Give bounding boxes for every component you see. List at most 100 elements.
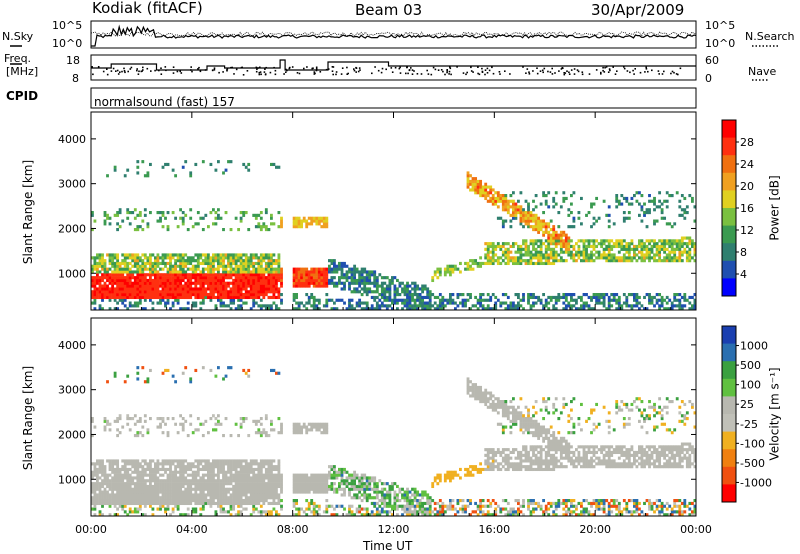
power-cell bbox=[539, 219, 543, 223]
velocity-cell bbox=[181, 473, 185, 477]
power-cell bbox=[428, 304, 432, 308]
nave-point bbox=[450, 73, 452, 76]
power-cell bbox=[171, 270, 175, 274]
power-cell bbox=[544, 244, 548, 249]
power-cell bbox=[189, 208, 193, 212]
power-cell bbox=[595, 295, 599, 300]
power-cell bbox=[98, 307, 102, 311]
power-cell bbox=[174, 293, 178, 297]
power-cell bbox=[169, 256, 172, 260]
power-cell bbox=[655, 253, 659, 257]
velocity-cell bbox=[328, 470, 331, 474]
power-cell bbox=[184, 284, 188, 288]
nave-point bbox=[604, 66, 606, 69]
velocity-cell bbox=[217, 499, 220, 503]
power-cell bbox=[365, 276, 369, 280]
power-cell bbox=[312, 216, 316, 220]
power-cell bbox=[373, 298, 377, 302]
velocity-cell bbox=[161, 501, 165, 506]
velocity-cell bbox=[207, 484, 210, 489]
power-cell bbox=[529, 259, 533, 263]
power-cell bbox=[494, 196, 498, 201]
power-cell bbox=[388, 284, 392, 288]
power-cell bbox=[244, 211, 248, 215]
power-cell bbox=[496, 199, 500, 203]
velocity-cell bbox=[123, 499, 127, 503]
velocity-cell bbox=[297, 513, 301, 517]
velocity-cell bbox=[252, 510, 256, 514]
velocity-cell bbox=[194, 428, 198, 432]
power-cell bbox=[527, 298, 530, 302]
power-cell bbox=[406, 307, 409, 311]
power-cell bbox=[108, 253, 112, 257]
power-cell bbox=[481, 194, 485, 198]
power-cell bbox=[552, 256, 556, 260]
power-cell bbox=[615, 307, 619, 311]
power-cell bbox=[133, 261, 137, 266]
power-cell bbox=[564, 307, 568, 311]
power-cell bbox=[264, 211, 268, 215]
velocity-cell bbox=[217, 476, 220, 480]
power-cell bbox=[143, 284, 147, 288]
power-cell bbox=[209, 298, 213, 302]
velocity-cell bbox=[161, 493, 165, 497]
power-cell bbox=[217, 295, 220, 300]
power-cell bbox=[476, 264, 480, 268]
power-cell bbox=[209, 211, 213, 215]
power-cell bbox=[617, 307, 621, 311]
power-cell bbox=[254, 225, 258, 229]
power-cell bbox=[212, 276, 215, 280]
velocity-cell bbox=[141, 434, 145, 438]
power-cell bbox=[270, 276, 273, 280]
power-cell bbox=[131, 287, 135, 291]
power-cell bbox=[217, 293, 220, 297]
power-cell bbox=[300, 219, 304, 223]
power-cell bbox=[126, 290, 130, 294]
power-cell bbox=[128, 273, 132, 277]
power-cell bbox=[678, 239, 682, 243]
power-cell bbox=[547, 261, 551, 266]
power-cell bbox=[605, 259, 609, 263]
power-cell bbox=[370, 270, 374, 274]
power-cell bbox=[262, 267, 266, 271]
power-cell bbox=[501, 219, 505, 223]
velocity-cell bbox=[199, 513, 203, 517]
power-cell bbox=[307, 301, 311, 305]
velocity-cell bbox=[156, 462, 160, 466]
power-cell bbox=[512, 261, 515, 266]
power-cell bbox=[176, 281, 180, 285]
power-cell bbox=[239, 290, 243, 294]
velocity-cell bbox=[264, 434, 268, 438]
power-cell bbox=[242, 264, 246, 268]
power-cell bbox=[552, 307, 556, 311]
freq-trace bbox=[91, 59, 696, 76]
power-cell bbox=[396, 293, 399, 297]
power-cell bbox=[254, 301, 258, 305]
power-cell bbox=[491, 256, 495, 260]
velocity-cell bbox=[252, 499, 256, 503]
power-cell bbox=[295, 307, 299, 311]
power-cell bbox=[575, 298, 578, 302]
velocity-cell bbox=[217, 465, 220, 469]
power-cell bbox=[156, 259, 160, 263]
power-cell bbox=[174, 284, 178, 288]
velocity-cell bbox=[214, 417, 218, 421]
velocity-cell bbox=[264, 473, 268, 477]
velocity-cell bbox=[199, 507, 203, 511]
power-cell bbox=[370, 304, 374, 308]
power-cell bbox=[454, 267, 457, 271]
power-cell bbox=[542, 304, 546, 308]
power-cell bbox=[121, 219, 125, 223]
power-cell bbox=[219, 256, 223, 260]
power-cell bbox=[512, 256, 515, 260]
power-cell bbox=[133, 259, 137, 263]
velocity-cell bbox=[272, 507, 276, 511]
power-cell bbox=[169, 267, 172, 271]
velocity-cell bbox=[189, 462, 193, 466]
velocity-cell bbox=[292, 482, 296, 486]
cpid-value: normalsound (fast) 157 bbox=[94, 95, 235, 109]
velocity-cell bbox=[91, 487, 94, 491]
velocity-cell bbox=[330, 484, 334, 489]
velocity-cell bbox=[277, 496, 281, 500]
power-cell bbox=[517, 208, 520, 212]
